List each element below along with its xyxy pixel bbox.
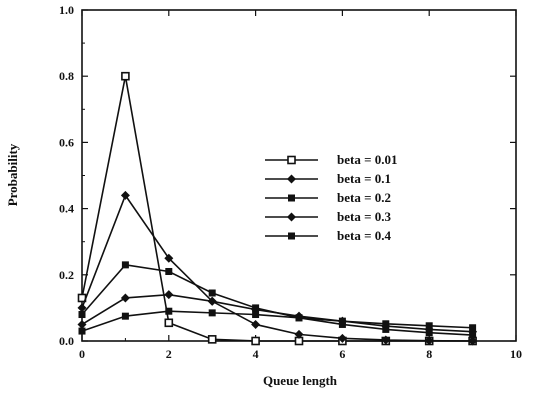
data-point-square [121,312,129,320]
x-tick-label: 10 [510,347,522,361]
data-point-square [295,314,303,322]
x-tick-label: 8 [426,347,432,361]
data-point-diamond [77,319,87,329]
y-tick-label: 1.0 [59,3,74,17]
plot-border [81,9,517,342]
data-point-open-square [251,336,260,346]
series-layer [77,71,478,346]
data-point-open-square [121,71,130,81]
data-point-diamond [120,293,130,303]
axis-ticks: 0 2 4 6 8 10 0.0 0.2 0.4 0.6 0.8 1.0 [59,3,522,361]
data-point-square [78,311,86,319]
data-point-diamond [381,335,391,345]
x-tick-label: 0 [79,347,85,361]
y-axis-label: Probability [5,143,20,206]
data-point-open-square [207,335,217,344]
data-point-diamond [120,190,130,200]
data-point-square [469,324,477,332]
data-point-square [288,232,295,240]
legend-label: beta = 0.2 [337,190,391,205]
legend-item: beta = 0.4 [265,228,391,243]
x-tick-label: 2 [166,347,172,361]
data-point-square [338,317,346,325]
data-point-diamond [287,174,296,184]
legend-item: beta = 0.01 [265,152,398,167]
y-tick-label: 0.8 [59,69,74,83]
data-point-diamond [424,336,434,346]
data-point-diamond [337,333,347,343]
legend-label: beta = 0.1 [337,171,391,186]
series-line [81,76,473,342]
data-point-square [208,309,216,317]
data-point-open-square [164,318,174,328]
series-2 [78,261,477,339]
legend-label: beta = 0.4 [337,228,391,243]
legend-item: beta = 0.3 [265,209,391,224]
legend-item: beta = 0.1 [265,171,391,186]
data-point-diamond [294,329,304,339]
data-point-square [208,289,216,297]
data-point-diamond [164,290,174,300]
x-tick-label: 4 [253,347,259,361]
y-tick-label: 0.0 [59,334,74,348]
legend-label: beta = 0.01 [337,152,398,167]
data-point-square [165,307,173,315]
data-point-square [382,320,390,328]
data-point-square [252,311,260,319]
data-point-diamond [207,296,217,306]
data-point-diamond [77,303,87,313]
series-4 [78,307,477,335]
series-line [81,310,473,332]
data-point-square [425,322,433,330]
series-line [81,193,473,342]
data-point-square [121,261,129,269]
data-point-square [78,327,86,335]
data-point-diamond [251,319,261,329]
series-1 [77,190,478,346]
y-tick-label: 0.4 [59,202,74,216]
legend-item: beta = 0.2 [265,190,391,205]
data-point-open-square [287,155,296,165]
legend: beta = 0.01 beta = 0.1 beta = 0.2 beta = 0.… [265,152,398,243]
x-axis-label: Queue length [263,373,338,388]
series-0 [77,71,477,346]
data-point-square [165,267,173,275]
plot-frame [81,9,517,342]
legend-label: beta = 0.3 [337,209,391,224]
data-point-diamond [468,336,478,346]
data-point-square [288,194,295,202]
data-point-diamond [164,253,174,263]
x-tick-label: 6 [339,347,345,361]
series-line [81,293,473,333]
data-point-diamond [287,212,296,222]
y-tick-label: 0.6 [59,135,74,149]
y-tick-label: 0.2 [59,268,74,282]
